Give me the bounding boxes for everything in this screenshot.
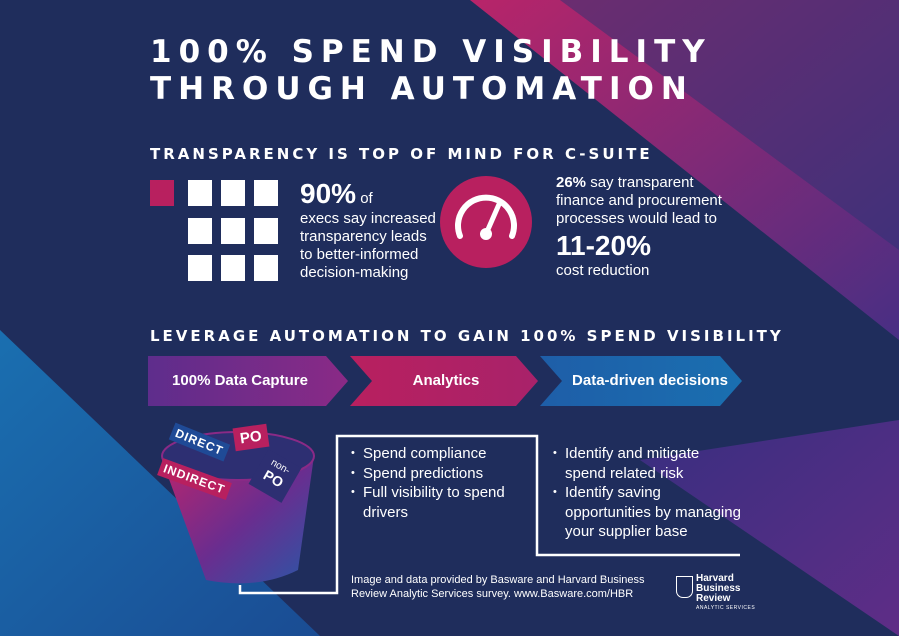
stat-90-percent: 90% bbox=[300, 178, 357, 209]
gauge-icon bbox=[440, 176, 532, 268]
chevron-data-capture bbox=[148, 356, 348, 406]
person-icon bbox=[221, 218, 245, 244]
harvard-shield-icon bbox=[676, 576, 693, 598]
person-icon bbox=[254, 180, 278, 206]
list-item: Full visibility to spend drivers bbox=[349, 483, 529, 522]
process-chevrons bbox=[148, 356, 742, 406]
chevron-analytics bbox=[350, 356, 538, 406]
stat-90-suffix: of bbox=[356, 190, 373, 207]
stat-26-percent: 26% bbox=[556, 174, 587, 191]
step-label: Data-driven decisions bbox=[572, 372, 728, 389]
person-icon bbox=[188, 180, 212, 206]
person-icon bbox=[254, 218, 278, 244]
section-heading-automation: LEVERAGE AUTOMATION TO GAIN 100% SPEND V… bbox=[150, 327, 784, 345]
list-item: Identify and mitigate spend related risk bbox=[551, 444, 761, 483]
tag-po: PO bbox=[232, 423, 270, 452]
list-item: Spend compliance bbox=[349, 444, 529, 464]
person-icon bbox=[221, 255, 245, 281]
top-right-overlay bbox=[560, 0, 899, 250]
person-icon bbox=[150, 180, 174, 206]
person-icon bbox=[254, 255, 278, 281]
footer-credit: Image and data provided by Basware and H… bbox=[351, 574, 645, 600]
decisions-bullet-list: Identify and mitigate spend related risk… bbox=[551, 444, 761, 542]
step-label: 100% Data Capture bbox=[172, 372, 308, 389]
person-icon bbox=[188, 218, 212, 244]
analytics-bullet-list: Spend compliance Spend predictions Full … bbox=[349, 444, 529, 522]
list-item: Identify saving opportunities by managin… bbox=[551, 483, 761, 542]
stat-executives: 90% of execs say increased transparency … bbox=[300, 178, 436, 282]
person-icon bbox=[221, 180, 245, 206]
section-heading-transparency: TRANSPARENCY IS TOP OF MIND FOR C-SUITE bbox=[150, 145, 653, 163]
stat-cost-reduction: 26% say transparent finance and procurem… bbox=[556, 174, 756, 280]
list-item: Spend predictions bbox=[349, 464, 529, 484]
person-icon bbox=[188, 255, 212, 281]
stat-11-20-percent: 11-20% bbox=[556, 230, 651, 261]
chevron-data-driven-decisions bbox=[540, 356, 742, 406]
page-title: 100% SPEND VISIBILITY THROUGH AUTOMATION bbox=[150, 34, 712, 107]
step-label: Analytics bbox=[412, 372, 480, 389]
